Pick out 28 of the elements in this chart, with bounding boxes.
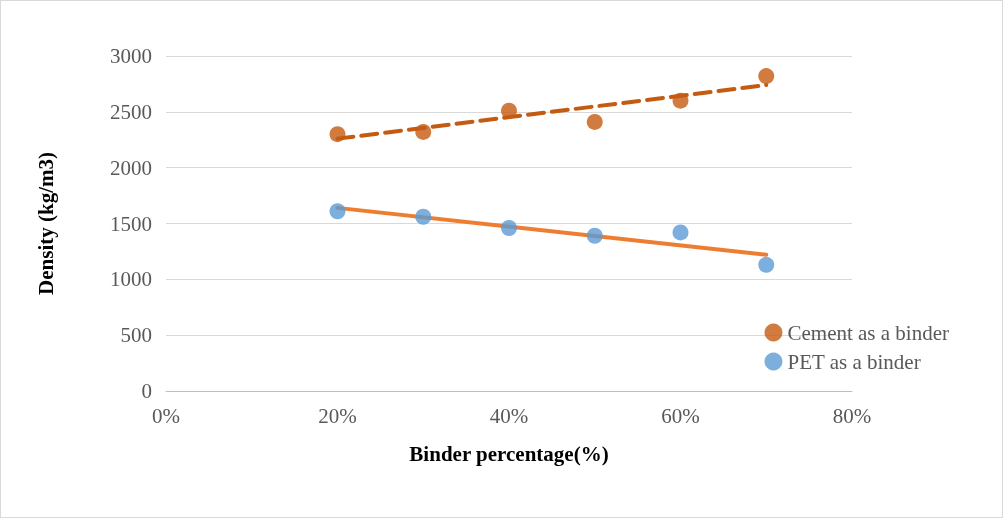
point xyxy=(329,126,346,143)
y-tick-label: 3000 xyxy=(110,44,152,68)
x-tick-label: 20% xyxy=(318,403,357,428)
point xyxy=(586,227,603,244)
legend-label: Cement as a binder xyxy=(787,320,950,345)
x-axis-title: Binder percentage(%) xyxy=(409,441,609,466)
point xyxy=(415,123,432,140)
point xyxy=(501,219,517,236)
y-tick-label: 2500 xyxy=(110,99,152,124)
y-tick-label: 1000 xyxy=(110,267,152,292)
x-tick-label: 0% xyxy=(152,403,180,428)
point xyxy=(758,68,775,85)
point xyxy=(329,203,346,220)
x-tick-label: 60% xyxy=(661,403,700,428)
point xyxy=(672,92,689,109)
y-tick-label: 500 xyxy=(120,323,152,348)
legend-label: PET as a binder xyxy=(787,349,921,374)
x-tick-label: 80% xyxy=(832,403,872,428)
y-axis-title: Density (kg/m3) xyxy=(33,152,58,295)
point xyxy=(415,208,432,225)
y-tick-label: 2000 xyxy=(110,155,152,180)
y-tick-label: 1500 xyxy=(110,211,152,236)
x-tick-label: 40% xyxy=(489,403,529,428)
point xyxy=(758,256,775,273)
point xyxy=(586,113,603,130)
y-tick-label: 0 xyxy=(141,379,152,403)
point xyxy=(672,224,689,241)
point xyxy=(501,102,517,119)
